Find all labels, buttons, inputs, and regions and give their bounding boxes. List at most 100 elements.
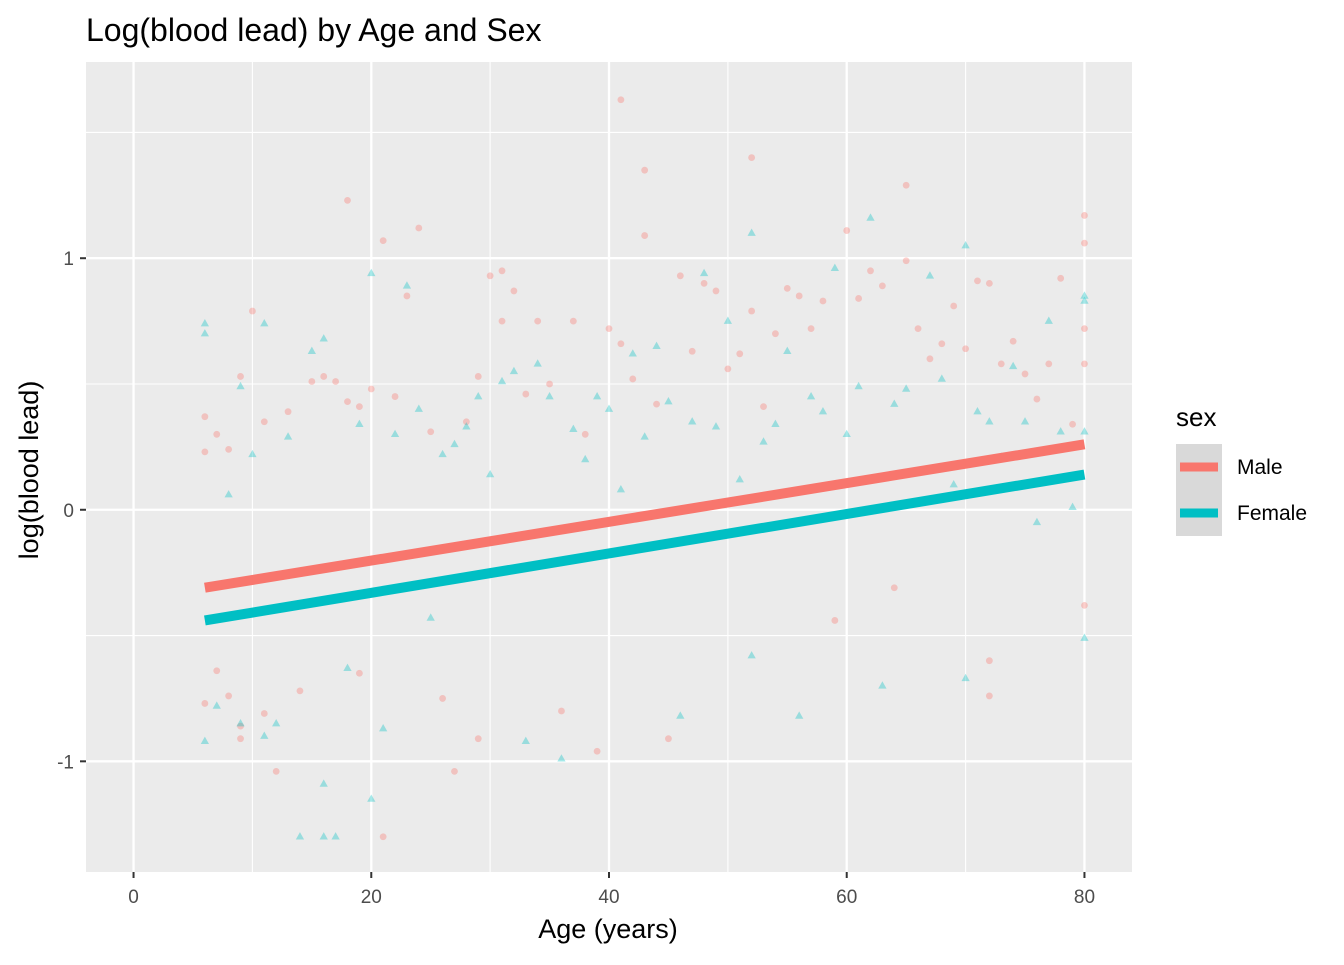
data-point	[462, 422, 471, 430]
data-point	[212, 701, 221, 709]
data-point	[962, 345, 969, 353]
data-point	[938, 340, 946, 348]
data-point	[474, 735, 482, 743]
data-point	[830, 263, 839, 272]
data-point	[355, 669, 363, 677]
data-point	[260, 731, 269, 739]
data-point	[1080, 291, 1089, 299]
data-point	[818, 407, 828, 415]
data-point	[260, 319, 269, 327]
data-point	[973, 407, 982, 415]
data-point	[237, 722, 244, 730]
data-point	[961, 673, 970, 682]
data-point	[866, 213, 875, 221]
data-point	[569, 317, 577, 325]
data-point	[462, 418, 470, 426]
data-point	[783, 284, 791, 292]
data-point	[831, 617, 839, 624]
data-point	[902, 384, 911, 392]
data-point	[581, 430, 589, 438]
data-point	[748, 154, 756, 161]
data-point	[391, 393, 399, 400]
data-point	[533, 359, 542, 367]
data-point	[1081, 325, 1088, 333]
x-tick-label: 20	[361, 887, 382, 908]
data-point	[486, 272, 494, 280]
data-point	[1080, 427, 1089, 435]
data-point	[415, 224, 423, 232]
data-point	[379, 833, 387, 841]
fit-lines-layer	[204, 439, 1086, 626]
data-point	[248, 449, 257, 458]
y-tick-label: 0	[63, 501, 74, 522]
data-point	[902, 257, 910, 265]
data-point	[200, 329, 210, 337]
legend: sex Male Female	[1176, 402, 1307, 536]
data-point	[320, 373, 328, 380]
data-point	[949, 480, 958, 488]
data-point	[855, 295, 863, 302]
legend-label: Female	[1237, 502, 1307, 525]
data-point	[819, 297, 827, 305]
data-point	[985, 417, 994, 425]
data-point	[592, 391, 602, 400]
data-point	[1057, 274, 1065, 282]
data-point	[890, 584, 898, 592]
data-point	[1044, 316, 1053, 324]
data-point	[736, 350, 744, 358]
data-point	[653, 400, 660, 408]
data-point	[414, 404, 423, 412]
data-point	[545, 391, 554, 400]
data-point	[604, 404, 614, 412]
data-point	[641, 166, 649, 174]
data-point	[295, 832, 305, 840]
data-point	[1008, 361, 1018, 370]
data-point	[747, 651, 756, 659]
data-point	[724, 365, 732, 373]
data-point	[985, 657, 993, 665]
grid-major	[86, 62, 1132, 872]
fit-line-female	[204, 469, 1086, 626]
data-point	[974, 277, 981, 285]
data-point	[201, 448, 209, 456]
data-point	[760, 403, 767, 411]
legend-label: Male	[1237, 456, 1283, 479]
data-point	[605, 325, 613, 333]
data-point	[379, 237, 387, 245]
data-point	[867, 267, 874, 275]
data-point	[926, 355, 934, 363]
data-point	[546, 380, 553, 388]
data-point	[367, 268, 376, 277]
data-point	[1081, 360, 1088, 368]
data-point	[534, 317, 542, 325]
legend-entry-male: Male	[1176, 444, 1283, 490]
data-point	[272, 718, 281, 727]
y-tick-label: -1	[57, 752, 74, 773]
x-axis: 0 20 40 60 80	[128, 872, 1095, 908]
data-point	[237, 373, 244, 380]
data-point	[498, 267, 506, 275]
data-point	[474, 391, 483, 400]
data-point	[795, 711, 804, 719]
data-point	[735, 474, 744, 483]
data-point	[723, 316, 733, 324]
data-point	[890, 399, 899, 407]
data-point	[355, 403, 363, 411]
data-point	[854, 381, 863, 390]
data-point	[807, 325, 815, 333]
points-layer	[200, 96, 1089, 841]
data-point	[307, 346, 316, 355]
data-point	[451, 767, 458, 775]
data-point	[676, 272, 684, 280]
data-point	[474, 373, 482, 380]
data-point	[914, 325, 922, 333]
data-point	[332, 378, 340, 385]
data-point	[558, 707, 565, 715]
data-point	[1081, 212, 1088, 219]
data-point	[439, 695, 446, 702]
data-point	[521, 736, 530, 744]
data-point	[985, 279, 993, 287]
data-point	[236, 381, 245, 390]
data-point	[1081, 601, 1088, 609]
